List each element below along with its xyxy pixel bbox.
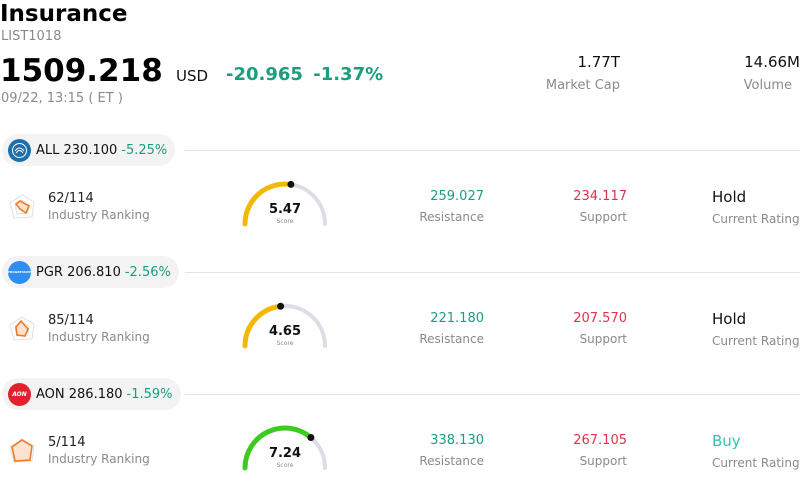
gauge-fill bbox=[242, 425, 314, 471]
market-cap-label: Market Cap bbox=[545, 78, 620, 93]
score-gauge bbox=[242, 302, 327, 349]
support-label: Support bbox=[579, 210, 627, 224]
support-value: 207.570 bbox=[573, 311, 627, 326]
industry-ranking-value: 85/114 bbox=[48, 313, 94, 328]
price-change-value: -20.965 bbox=[226, 64, 303, 85]
score-label: Score bbox=[276, 340, 294, 347]
resistance-value: 259.027 bbox=[430, 189, 484, 204]
divider bbox=[185, 394, 800, 395]
gauge-fill bbox=[242, 181, 294, 227]
stock-change-percent: -1.59% bbox=[126, 386, 173, 402]
ranking-radar-icon bbox=[9, 194, 35, 219]
gauge-fill bbox=[242, 303, 284, 349]
current-rating-value: Hold bbox=[712, 310, 747, 328]
stock-symbol-price: PGR 206.810 bbox=[36, 264, 121, 280]
score-gauge bbox=[242, 180, 327, 227]
allstate-logo-icon bbox=[8, 138, 31, 162]
stock-symbol-price: AON 286.180 bbox=[36, 386, 123, 402]
support-label: Support bbox=[579, 332, 627, 346]
stock-chip-all[interactable]: ALL 230.100 -5.25% bbox=[2, 134, 176, 166]
gauge-marker bbox=[277, 302, 285, 310]
current-rating-label: Current Rating bbox=[712, 334, 800, 348]
stock-chip-aon[interactable]: AON AON 286.180 -1.59% bbox=[2, 378, 181, 410]
index-code: LIST1018 bbox=[1, 29, 62, 44]
current-rating-label: Current Rating bbox=[712, 456, 800, 470]
divider bbox=[185, 150, 800, 151]
resistance-label: Resistance bbox=[419, 454, 484, 468]
score-gauge bbox=[242, 425, 327, 471]
current-rating-value: Hold bbox=[712, 188, 747, 206]
resistance-value: 338.130 bbox=[430, 433, 484, 448]
market-cap-value: 1.77T bbox=[577, 53, 620, 71]
support-value: 234.117 bbox=[573, 189, 627, 204]
industry-ranking-value: 62/114 bbox=[48, 191, 94, 206]
price-change-percent: -1.37% bbox=[313, 64, 384, 85]
score-value: 7.24 bbox=[268, 446, 302, 461]
gauge-marker bbox=[307, 434, 315, 442]
ranking-radar-icon bbox=[9, 438, 35, 463]
resistance-value: 221.180 bbox=[430, 311, 484, 326]
timestamp: 09/22, 13:15 ( ET ) bbox=[1, 91, 123, 106]
industry-ranking-label: Industry Ranking bbox=[48, 452, 150, 466]
aon-logo-icon: AON bbox=[8, 382, 31, 406]
stock-chip-pgr[interactable]: PROGRESSIVE PGR 206.810 -2.56% bbox=[2, 256, 179, 288]
industry-ranking-label: Industry Ranking bbox=[48, 208, 150, 222]
support-label: Support bbox=[579, 454, 627, 468]
ranking-radar-icon bbox=[9, 316, 35, 341]
index-price: 1509.218 bbox=[0, 53, 163, 89]
resistance-label: Resistance bbox=[419, 332, 484, 346]
support-value: 267.105 bbox=[573, 433, 627, 448]
current-rating-label: Current Rating bbox=[712, 212, 800, 226]
divider bbox=[185, 272, 800, 273]
score-value: 5.47 bbox=[268, 202, 302, 217]
stock-change-percent: -2.56% bbox=[124, 264, 171, 280]
stock-change-percent: -5.25% bbox=[121, 142, 168, 158]
page-title: Insurance bbox=[0, 1, 128, 27]
score-label: Score bbox=[276, 218, 294, 225]
volume-label: Volume bbox=[743, 78, 792, 93]
score-value: 4.65 bbox=[268, 324, 302, 339]
stock-symbol-price: ALL 230.100 bbox=[36, 142, 118, 158]
price-change: -20.965 -1.37% bbox=[226, 64, 383, 85]
current-rating-value: Buy bbox=[712, 432, 741, 450]
score-label: Score bbox=[276, 462, 294, 469]
industry-ranking-value: 5/114 bbox=[48, 435, 86, 450]
currency-label: USD bbox=[176, 67, 209, 85]
industry-ranking-label: Industry Ranking bbox=[48, 330, 150, 344]
gauge-marker bbox=[287, 180, 295, 188]
volume-value: 14.66M bbox=[744, 53, 800, 71]
progressive-logo-icon: PROGRESSIVE bbox=[8, 260, 31, 284]
resistance-label: Resistance bbox=[419, 210, 484, 224]
